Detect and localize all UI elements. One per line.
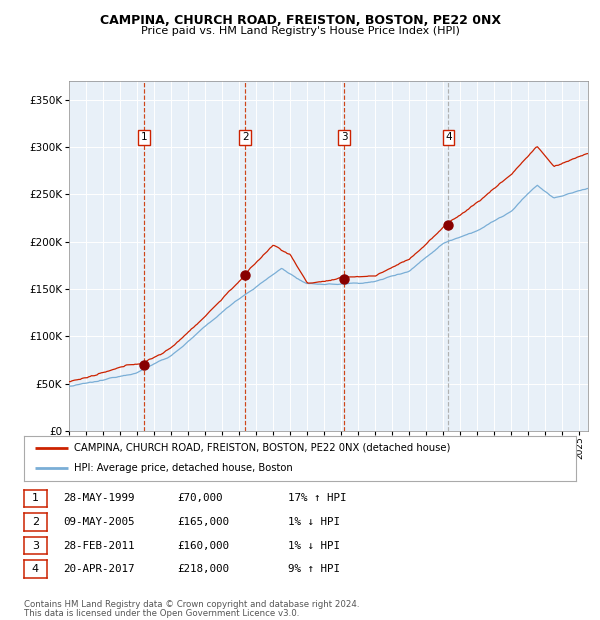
Text: 4: 4 bbox=[445, 133, 452, 143]
Text: £160,000: £160,000 bbox=[177, 541, 229, 551]
Text: Contains HM Land Registry data © Crown copyright and database right 2024.: Contains HM Land Registry data © Crown c… bbox=[24, 600, 359, 609]
Text: CAMPINA, CHURCH ROAD, FREISTON, BOSTON, PE22 0NX (detached house): CAMPINA, CHURCH ROAD, FREISTON, BOSTON, … bbox=[74, 443, 450, 453]
Text: £165,000: £165,000 bbox=[177, 517, 229, 527]
Text: 4: 4 bbox=[32, 564, 39, 574]
Text: £218,000: £218,000 bbox=[177, 564, 229, 574]
Text: 28-FEB-2011: 28-FEB-2011 bbox=[63, 541, 134, 551]
Text: 17% ↑ HPI: 17% ↑ HPI bbox=[288, 494, 347, 503]
Text: 1% ↓ HPI: 1% ↓ HPI bbox=[288, 517, 340, 527]
Text: This data is licensed under the Open Government Licence v3.0.: This data is licensed under the Open Gov… bbox=[24, 609, 299, 618]
Text: 2: 2 bbox=[242, 133, 248, 143]
Text: 1: 1 bbox=[32, 494, 39, 503]
Text: CAMPINA, CHURCH ROAD, FREISTON, BOSTON, PE22 0NX: CAMPINA, CHURCH ROAD, FREISTON, BOSTON, … bbox=[100, 14, 500, 27]
Text: 3: 3 bbox=[32, 541, 39, 551]
Text: 1: 1 bbox=[141, 133, 148, 143]
Text: £70,000: £70,000 bbox=[177, 494, 223, 503]
Text: Price paid vs. HM Land Registry's House Price Index (HPI): Price paid vs. HM Land Registry's House … bbox=[140, 26, 460, 36]
Text: HPI: Average price, detached house, Boston: HPI: Average price, detached house, Bost… bbox=[74, 463, 292, 474]
Text: 20-APR-2017: 20-APR-2017 bbox=[63, 564, 134, 574]
Text: 2: 2 bbox=[32, 517, 39, 527]
Text: 9% ↑ HPI: 9% ↑ HPI bbox=[288, 564, 340, 574]
Text: 28-MAY-1999: 28-MAY-1999 bbox=[63, 494, 134, 503]
Text: 1% ↓ HPI: 1% ↓ HPI bbox=[288, 541, 340, 551]
Text: 09-MAY-2005: 09-MAY-2005 bbox=[63, 517, 134, 527]
Text: 3: 3 bbox=[341, 133, 347, 143]
